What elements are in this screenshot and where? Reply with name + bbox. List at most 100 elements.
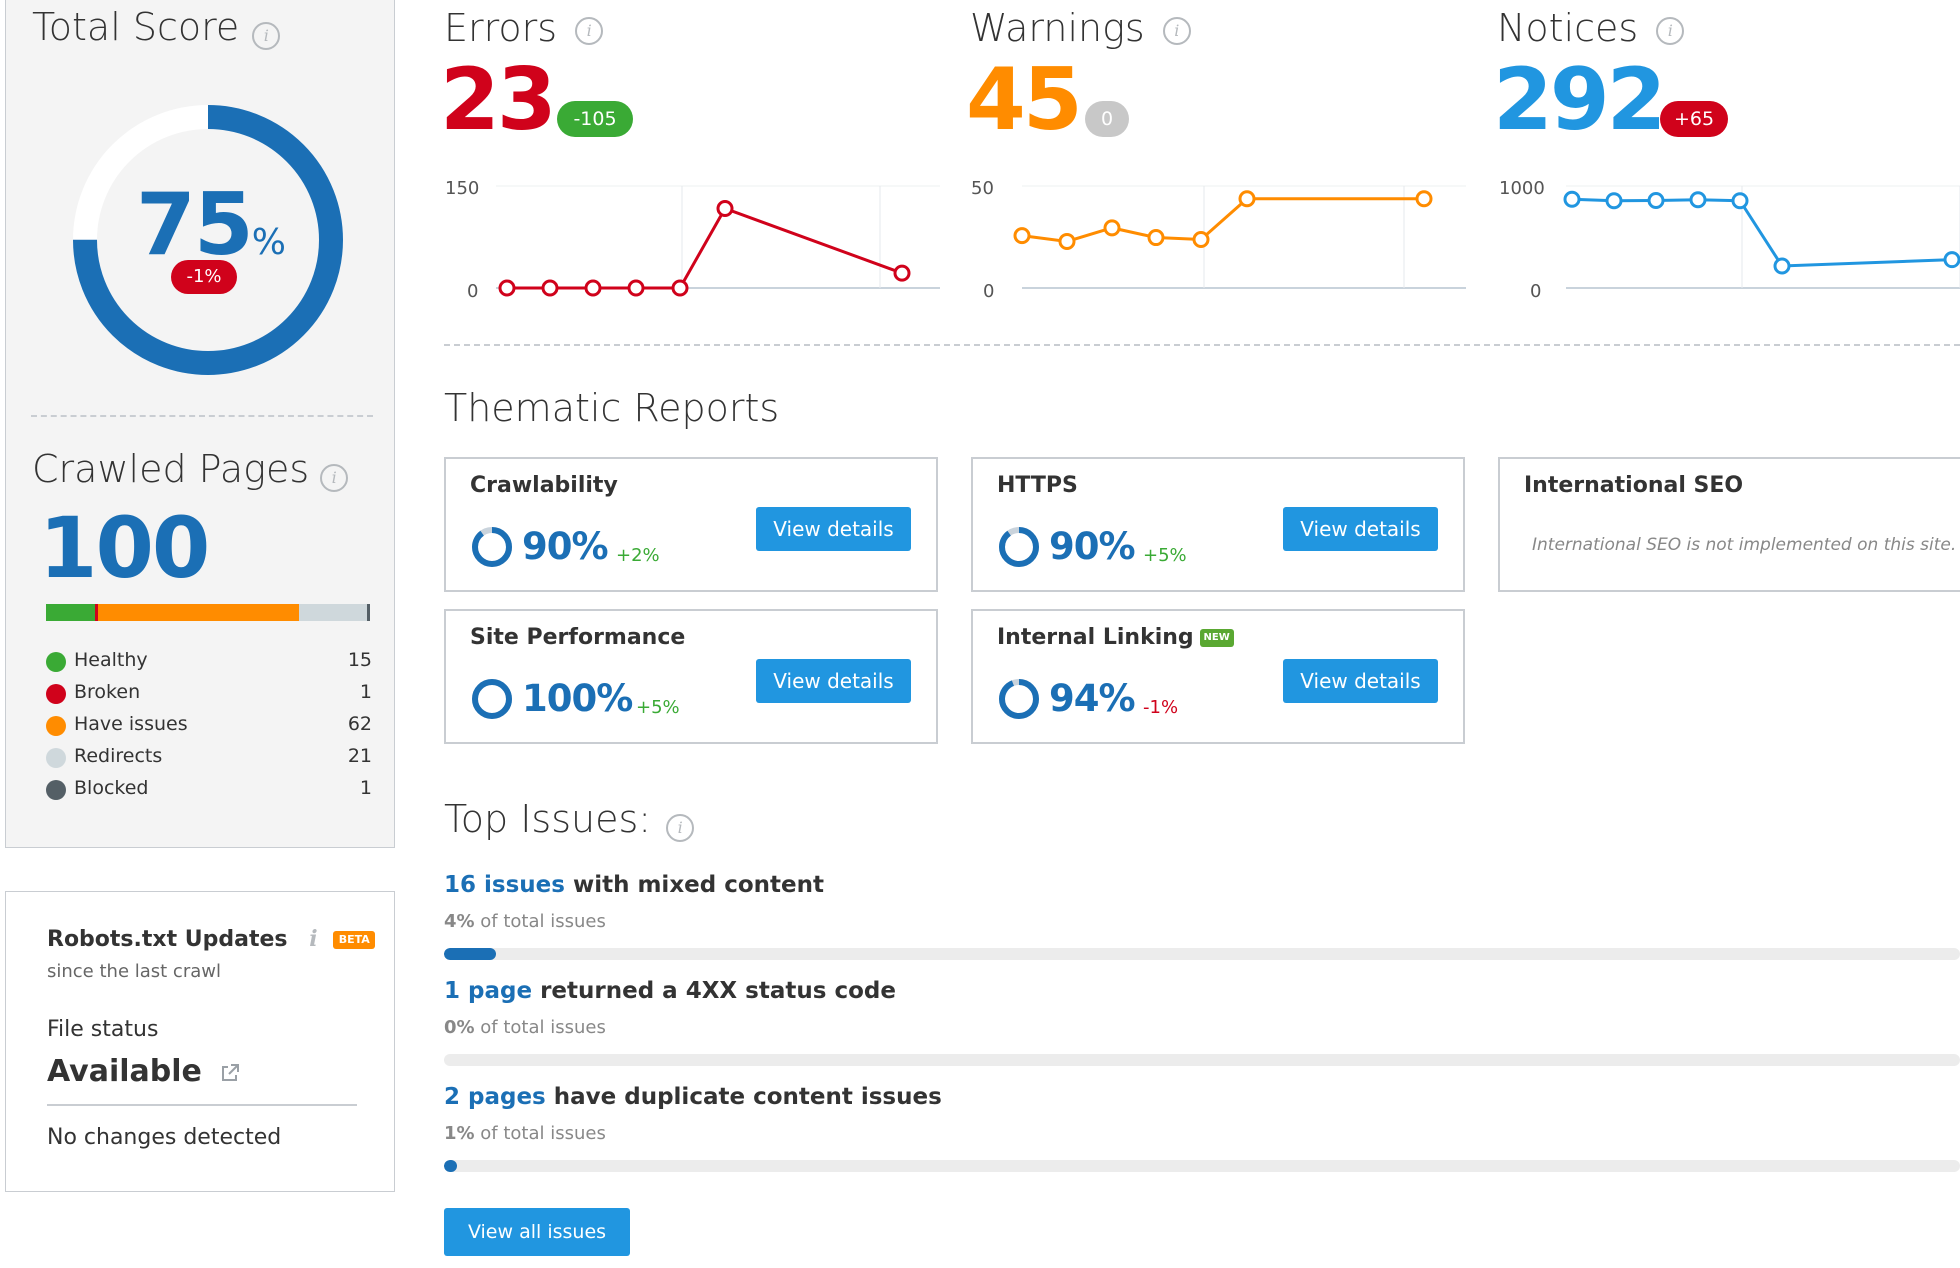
- divider: [444, 344, 1960, 346]
- divider: [47, 1104, 357, 1106]
- notices-title-row: Notices i: [1497, 6, 1685, 50]
- errors-data-point[interactable]: [498, 279, 516, 297]
- score-change-badge: -1%: [171, 260, 237, 294]
- issue-link[interactable]: 1 page: [444, 978, 533, 1004]
- legend-dot-icon: [46, 716, 66, 736]
- warnings-data-point[interactable]: [1103, 219, 1121, 237]
- view-details-button[interactable]: View details: [756, 659, 911, 703]
- external-link-icon[interactable]: [220, 1063, 240, 1083]
- card-delta: +5%: [636, 697, 680, 718]
- bar-segment-redirects[interactable]: [298, 604, 367, 621]
- card-percent: 100%: [522, 677, 633, 720]
- warnings-data-point[interactable]: [1238, 190, 1256, 208]
- view-details-button[interactable]: View details: [756, 507, 911, 551]
- issue-share: 4% of total issues: [444, 911, 606, 932]
- view-all-issues-button[interactable]: View all issues: [444, 1208, 630, 1256]
- card-delta: +5%: [1143, 545, 1187, 566]
- notices-data-point[interactable]: [1773, 257, 1791, 275]
- info-icon[interactable]: i: [309, 926, 318, 952]
- card-title-row: Internal Linking NEW: [997, 625, 1234, 650]
- info-icon[interactable]: i: [575, 16, 604, 45]
- warnings-title: Warnings: [970, 6, 1145, 50]
- issue-share-suffix: of total issues: [474, 911, 606, 932]
- progress-ring-icon: [472, 527, 512, 567]
- info-icon[interactable]: i: [252, 21, 281, 50]
- notices-title: Notices: [1497, 6, 1639, 50]
- bar-segment-blocked[interactable]: [366, 604, 370, 621]
- total-score-donut: [73, 105, 343, 375]
- warnings-data-point[interactable]: [1013, 227, 1031, 245]
- legend-dot-icon: [46, 780, 66, 800]
- notices-data-point[interactable]: [1605, 192, 1623, 210]
- card-title: HTTPS: [997, 473, 1078, 498]
- errors-data-point[interactable]: [627, 279, 645, 297]
- donut-arc: [73, 105, 343, 375]
- legend-item[interactable]: Redirects 21: [46, 743, 372, 773]
- info-icon[interactable]: i: [1656, 16, 1685, 45]
- y-tick-label: 150: [445, 178, 480, 199]
- card-percent: 90%: [1049, 525, 1136, 568]
- bar-segment-broken[interactable]: [94, 604, 98, 621]
- card-title: International SEO: [1524, 473, 1744, 498]
- issue-text: returned a 4XX status code: [532, 978, 896, 1004]
- robots-changes: No changes detected: [47, 1125, 282, 1150]
- file-status-value: Available: [47, 1054, 202, 1089]
- notices-data-point[interactable]: [1563, 190, 1581, 208]
- errors-data-point[interactable]: [584, 279, 602, 297]
- legend-item[interactable]: Broken 1: [46, 679, 372, 709]
- card-delta: -1%: [1143, 697, 1179, 718]
- warnings-data-point[interactable]: [1415, 190, 1433, 208]
- progress-ring-icon: [999, 679, 1039, 719]
- issue-progress-fill: [444, 948, 497, 960]
- legend-label: Have issues: [74, 713, 188, 735]
- legend-item[interactable]: Have issues 62: [46, 711, 372, 741]
- errors-data-point[interactable]: [671, 279, 689, 297]
- issue-title: 2 pages have duplicate content issues: [444, 1084, 942, 1110]
- bar-segment-have-issues[interactable]: [97, 604, 299, 621]
- errors-data-point[interactable]: [716, 199, 734, 217]
- legend-label: Blocked: [74, 777, 149, 799]
- card-delta: +2%: [616, 545, 660, 566]
- crawled-pages-count: 100: [39, 499, 210, 597]
- errors-data-point[interactable]: [541, 279, 559, 297]
- errors-count[interactable]: 23: [440, 50, 557, 150]
- legend-item[interactable]: Blocked 1: [46, 775, 372, 805]
- notices-count[interactable]: 292: [1493, 50, 1667, 150]
- progress-ring-icon: [999, 527, 1039, 567]
- crawled-pages-stacked-bar: [46, 604, 370, 621]
- issue-link[interactable]: 2 pages: [444, 1084, 546, 1110]
- warnings-data-point[interactable]: [1192, 231, 1210, 248]
- legend-count: 1: [359, 681, 372, 703]
- notices-data-point[interactable]: [1689, 191, 1707, 209]
- bar-segment-healthy[interactable]: [46, 604, 95, 621]
- info-icon[interactable]: i: [320, 463, 349, 492]
- errors-series-line: [507, 206, 903, 290]
- warnings-data-point[interactable]: [1058, 232, 1076, 250]
- legend-dot-icon: [46, 652, 66, 672]
- issue-share-suffix: of total issues: [474, 1017, 606, 1038]
- robots-title: Robots.txt Updates: [47, 927, 288, 952]
- notices-data-point[interactable]: [1647, 192, 1665, 210]
- file-status-label: File status: [47, 1017, 159, 1042]
- issue-link[interactable]: 16 issues: [444, 872, 565, 898]
- warnings-count[interactable]: 45: [966, 50, 1083, 150]
- errors-data-point[interactable]: [893, 264, 911, 282]
- info-icon[interactable]: i: [1162, 16, 1191, 45]
- notices-data-point[interactable]: [1943, 251, 1960, 269]
- legend-dot-icon: [46, 748, 66, 768]
- view-details-button[interactable]: View details: [1283, 507, 1438, 551]
- issue-share: 1% of total issues: [444, 1123, 606, 1144]
- info-icon[interactable]: i: [666, 813, 695, 842]
- warnings-change-badge: 0: [1085, 101, 1129, 137]
- card-title: Internal Linking: [997, 625, 1194, 650]
- notices-data-point[interactable]: [1731, 192, 1749, 210]
- card-site-performance: Site Performance 100% +5% View details: [444, 609, 938, 744]
- warnings-data-point[interactable]: [1147, 229, 1165, 247]
- card-message: International SEO is not implemented on …: [1532, 535, 1957, 555]
- file-status-row: Available: [47, 1054, 240, 1089]
- legend-item[interactable]: Healthy 15: [46, 647, 372, 677]
- top-issues-title: Top Issues:: [444, 797, 652, 841]
- y-tick-label: 0: [1530, 281, 1542, 302]
- view-details-button[interactable]: View details: [1283, 659, 1438, 703]
- y-tick-label: 0: [983, 281, 995, 302]
